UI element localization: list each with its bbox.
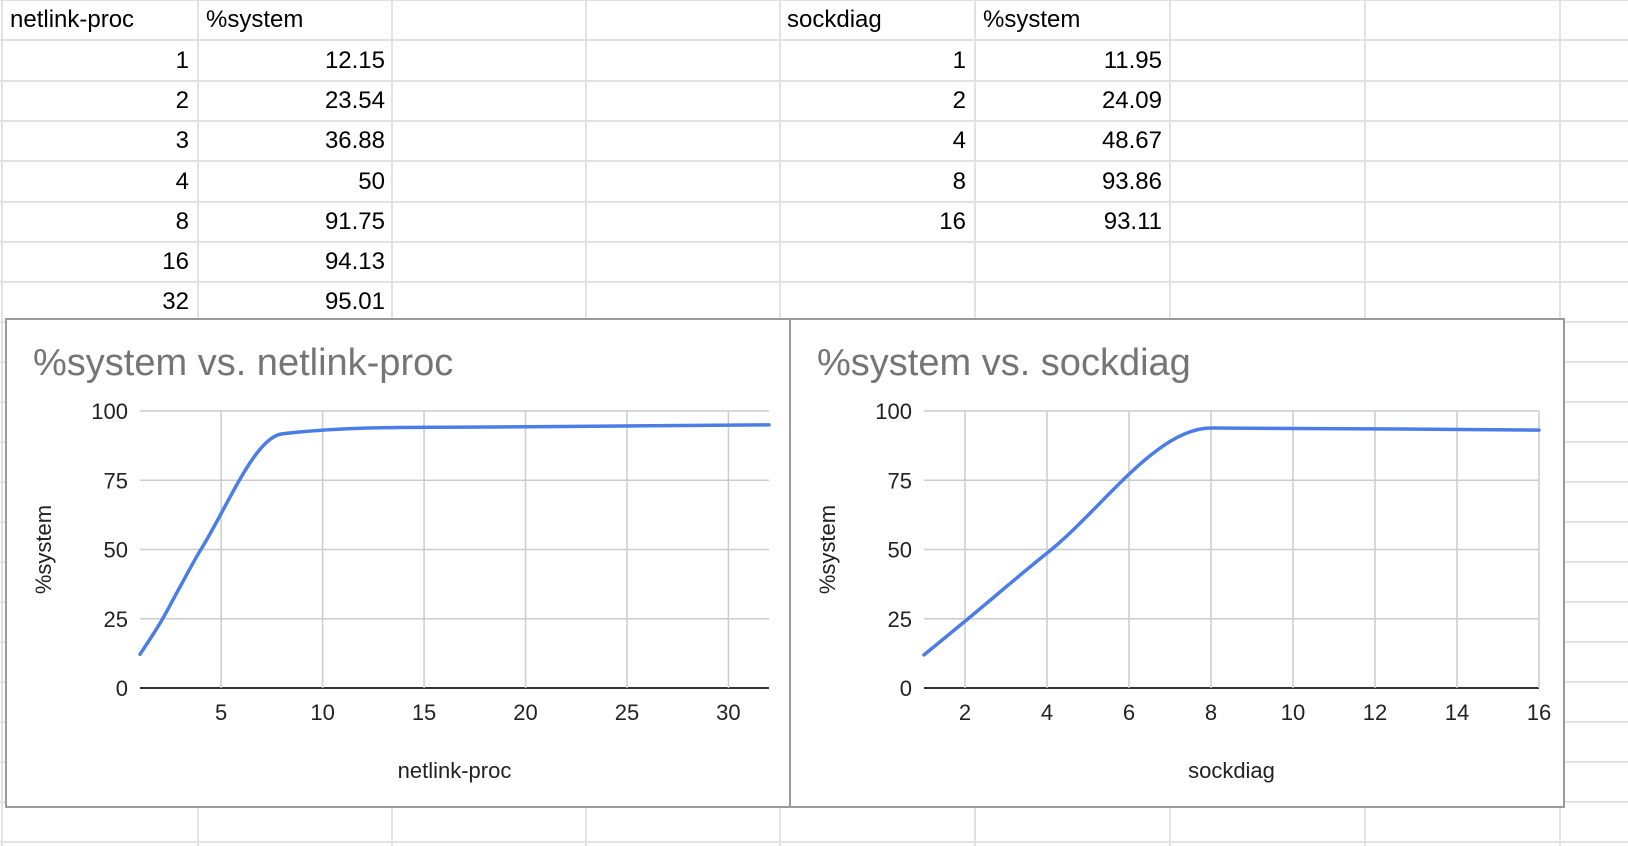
x-tick-label: 15	[412, 700, 436, 725]
y-tick-label: 50	[104, 538, 128, 563]
table-right-row-y[interactable]: 93.11	[1103, 208, 1162, 235]
x-tick-label: 10	[310, 700, 334, 725]
table-left-header-x[interactable]: netlink-proc	[10, 6, 135, 33]
table-left-row-y[interactable]: 94.13	[324, 248, 385, 275]
chart-title: %system vs. netlink-proc	[33, 342, 453, 384]
x-tick-label: 6	[1123, 700, 1135, 725]
table-left-row-y[interactable]: 36.88	[324, 127, 385, 154]
x-tick-label: 20	[513, 700, 537, 725]
table-left-row-x[interactable]: 2	[175, 87, 189, 114]
y-tick-label: 75	[888, 468, 912, 493]
table-right-header-y[interactable]: %system	[983, 6, 1081, 33]
table-left-row-x[interactable]: 1	[175, 47, 189, 74]
x-tick-label: 14	[1445, 700, 1469, 725]
x-tick-label: 16	[1527, 700, 1551, 725]
x-tick-label: 25	[615, 700, 639, 725]
table-right-row-x[interactable]: 8	[952, 168, 966, 195]
x-tick-label: 30	[716, 700, 740, 725]
table-right-row-x[interactable]: 4	[952, 127, 966, 154]
y-tick-label: 25	[104, 607, 128, 632]
x-axis-label: netlink-proc	[398, 758, 512, 783]
table-left-row-x[interactable]: 32	[162, 288, 189, 315]
table-left-row-y[interactable]: 50	[358, 168, 385, 195]
chart-panel-sockdiag[interactable]: %system vs. sockdiag 0 25 50 75 100 2 4 6 8 10 12 14…	[789, 318, 1565, 808]
table-left-row-x[interactable]: 3	[175, 127, 189, 154]
table-left-header-y[interactable]: %system	[206, 6, 304, 33]
table-left-row-y[interactable]: 95.01	[324, 288, 385, 315]
table-right-row-x[interactable]: 1	[952, 47, 966, 74]
x-tick-label: 12	[1363, 700, 1387, 725]
y-tick-label: 100	[91, 399, 128, 424]
table-right-row-y[interactable]: 11.95	[1103, 47, 1162, 74]
x-tick-label: 5	[215, 700, 227, 725]
x-tick-label: 4	[1041, 700, 1053, 725]
table-right-row-y[interactable]: 48.67	[1101, 127, 1162, 154]
chart-title: %system vs. sockdiag	[817, 342, 1191, 384]
table-left-row-x[interactable]: 16	[162, 248, 189, 275]
x-tick-label: 2	[959, 700, 971, 725]
y-axis-label: %system	[31, 505, 56, 594]
chart-sockdiag: %system vs. sockdiag 0 25 50 75 100 2 4 6 8 10 12 14…	[815, 342, 1551, 783]
series-line	[922, 426, 1541, 657]
series-line	[138, 423, 771, 657]
table-left-row-y[interactable]: 12.15	[324, 47, 385, 74]
table-right-row-y[interactable]: 24.09	[1101, 87, 1162, 114]
y-tick-label: 0	[900, 676, 912, 701]
chart-netlink-proc: %system vs. netlink-proc 0 25 50 75 100 5 10 15 2…	[31, 342, 771, 783]
table-left-row-x[interactable]: 8	[175, 208, 189, 235]
table-left-row-y[interactable]: 91.75	[324, 208, 385, 235]
y-axis-label: %system	[815, 505, 840, 594]
y-tick-label: 75	[104, 468, 128, 493]
y-tick-label: 25	[888, 607, 912, 632]
x-tick-label: 8	[1205, 700, 1217, 725]
table-right-row-x[interactable]: 16	[939, 208, 966, 235]
x-axis-label: sockdiag	[1188, 758, 1275, 783]
table-right-row-x[interactable]: 2	[952, 87, 966, 114]
table-left-row-y[interactable]: 23.54	[324, 87, 385, 114]
y-tick-label: 100	[875, 399, 912, 424]
chart-panel-netlink-proc[interactable]: %system vs. netlink-proc 0 25 50 75 100 5 10 15 2…	[5, 318, 791, 808]
y-tick-label: 50	[888, 538, 912, 563]
table-right-row-y[interactable]: 93.86	[1101, 168, 1162, 195]
x-tick-label: 10	[1281, 700, 1305, 725]
table-left-row-x[interactable]: 4	[175, 168, 189, 195]
table-right-header-x[interactable]: sockdiag	[787, 6, 882, 33]
y-tick-label: 0	[116, 676, 128, 701]
